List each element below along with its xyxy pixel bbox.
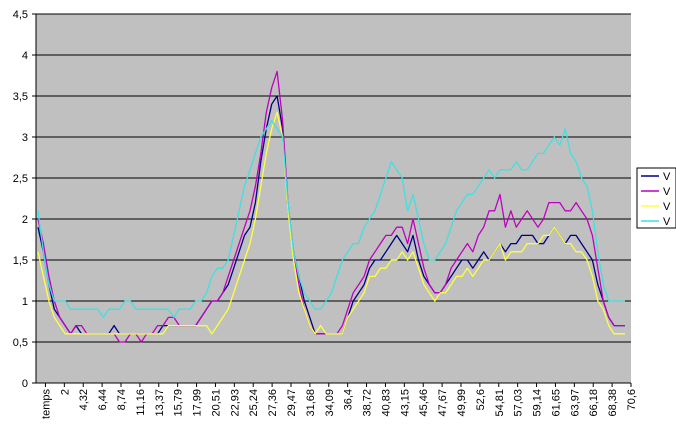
x-axis: temps 2 4,32 6,44 8,74 11,16 13,37 15,79 17,99 20… xyxy=(36,382,638,419)
x-tick-label: 31,68 xyxy=(305,389,317,417)
x-tick-label: 22,93 xyxy=(229,389,241,417)
x-tick-label: 29,47 xyxy=(286,389,298,417)
x-tick-label: 52,6 xyxy=(475,389,487,410)
plot-area xyxy=(36,14,631,383)
x-tick-label: 4,32 xyxy=(78,389,90,410)
x-tick-label: 57,03 xyxy=(513,389,525,417)
series-lines xyxy=(37,70,625,343)
x-tick-label: 54,81 xyxy=(494,389,506,417)
x-tick-label: 70,6 xyxy=(626,389,638,410)
legend-label-3: V xyxy=(663,201,671,213)
legend-label-2: V xyxy=(663,186,671,198)
y-tick-label: 2,5 xyxy=(13,173,28,185)
x-tick-label: 59,14 xyxy=(532,389,544,417)
gridlines xyxy=(36,13,631,343)
x-tick-label: 47,67 xyxy=(437,389,449,417)
legend-label-1: V xyxy=(663,171,671,183)
y-tick-label: 4 xyxy=(22,50,28,62)
x-tick-label: 17,99 xyxy=(192,389,204,417)
x-tick-label: 63,97 xyxy=(569,389,581,417)
x-tick-label: 45,46 xyxy=(418,389,430,417)
x-tick-label: 27,36 xyxy=(267,389,279,417)
x-tick-label: 40,83 xyxy=(380,389,392,417)
x-tick-label: 38,72 xyxy=(362,389,374,417)
y-tick-label: 4,5 xyxy=(13,9,28,21)
series-line-3 xyxy=(37,111,625,335)
y-tick-label: 1 xyxy=(22,296,28,308)
x-tick-label: 43,15 xyxy=(399,389,411,417)
y-tick-label: 1,5 xyxy=(13,255,28,267)
x-tick-label: 15,79 xyxy=(173,389,185,417)
x-tick-label: temps xyxy=(40,389,52,419)
x-tick-label: 68,38 xyxy=(607,389,619,417)
y-axis: 0 0,5 1 1,5 2 2,5 3 3,5 4 4,5 xyxy=(13,9,37,390)
y-tick-label: 0,5 xyxy=(13,337,28,349)
x-tick-label: 8,74 xyxy=(116,389,128,410)
x-tick-label: 6,44 xyxy=(97,389,109,410)
legend-label-4: V xyxy=(663,216,671,228)
y-tick-label: 0 xyxy=(22,378,28,390)
x-tick-label: 2 xyxy=(59,389,71,395)
y-tick-label: 2 xyxy=(22,214,28,226)
x-tick-label: 49,99 xyxy=(456,389,468,417)
plot-background xyxy=(36,14,631,383)
series-line-4 xyxy=(37,119,625,319)
x-tick-label: 34,09 xyxy=(324,389,336,417)
y-tick-label: 3 xyxy=(22,132,28,144)
x-tick-label: 11,16 xyxy=(135,389,147,416)
y-tick-label: 3,5 xyxy=(13,91,28,103)
x-tick-label: 13,37 xyxy=(154,389,166,417)
legend-box xyxy=(636,167,676,229)
x-tick-label: 61,65 xyxy=(550,389,562,417)
x-tick-label: 66,18 xyxy=(588,389,600,417)
x-tick-label: 20,51 xyxy=(210,389,222,417)
x-tick-label: 36,4 xyxy=(343,389,355,410)
x-tick-label: 25,24 xyxy=(248,389,260,417)
